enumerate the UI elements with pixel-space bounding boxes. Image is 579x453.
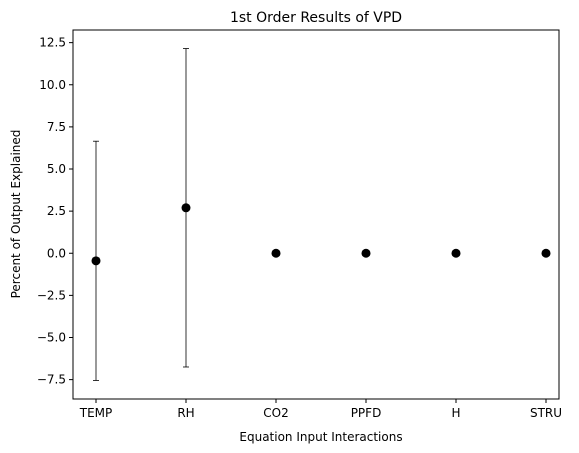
data-point	[181, 203, 191, 213]
x-tick-label: PPFD	[351, 406, 382, 420]
x-tick-label: STRU	[530, 406, 562, 420]
chart-title: 1st Order Results of VPD	[230, 10, 402, 26]
data-point	[541, 248, 551, 258]
y-tick-label: 0.0	[47, 246, 66, 260]
y-axis: −7.5 −5.0 −2.5 0.0 2.5 5.0 7.5 10.0 12.5	[37, 36, 73, 387]
data-point	[271, 248, 281, 258]
data-point	[91, 256, 101, 266]
y-tick-label: 7.5	[47, 120, 66, 134]
y-tick-label: 12.5	[39, 36, 66, 50]
y-tick-label: −7.5	[37, 373, 66, 387]
y-tick-label: 2.5	[47, 204, 66, 218]
y-tick-label: 5.0	[47, 162, 66, 176]
y-tick-label: 10.0	[39, 78, 66, 92]
x-axis: TEMP RH CO2 PPFD H STRU	[79, 399, 562, 420]
data-point	[451, 248, 461, 258]
y-tick-label: −5.0	[37, 331, 66, 345]
x-tick-label: CO2	[263, 406, 288, 420]
data-point	[361, 248, 371, 258]
y-tick-label: −2.5	[37, 288, 66, 302]
plot-area	[91, 48, 551, 381]
y-axis-label: Percent of Output Explained	[9, 130, 23, 299]
plot-frame	[72, 29, 560, 400]
x-tick-label: H	[451, 406, 460, 420]
x-tick-label: RH	[177, 406, 194, 420]
x-axis-label: Equation Input Interactions	[239, 430, 402, 444]
x-tick-label: TEMP	[79, 406, 113, 420]
